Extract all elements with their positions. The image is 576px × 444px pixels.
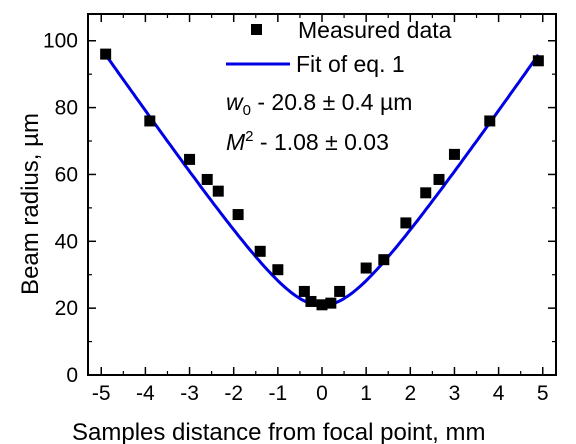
data-point (378, 254, 390, 266)
legend: Measured data Fit of eq. 1 (226, 17, 452, 77)
plot-frame (87, 13, 557, 376)
legend-marker-measured (251, 24, 262, 35)
y-axis-title: Beam radius, µm (17, 113, 44, 295)
data-point (100, 48, 112, 60)
x-tick-label: 4 (493, 382, 505, 405)
y-tick-labels: 0 20 40 60 80 100 (43, 30, 78, 387)
annotation-waist-value: - 20.8 ± 0.4 µm (251, 89, 412, 115)
x-tick-labels: -5 -4 -3 -2 -1 0 1 2 3 4 5 (92, 382, 549, 405)
data-point (184, 153, 196, 165)
legend-label-fit: Fit of eq. 1 (296, 51, 405, 77)
data-point (254, 245, 266, 257)
annotation-m2-value: - 1.08 ± 0.03 (254, 129, 389, 155)
data-point (305, 295, 317, 307)
annotation-waist-var: w (226, 89, 244, 115)
x-tick-label: -3 (180, 382, 199, 405)
y-tick-label: 40 (55, 230, 78, 253)
y-tick-label: 20 (55, 297, 78, 320)
data-point (272, 264, 284, 276)
x-tick-label: 0 (316, 382, 328, 405)
x-tick-label: 3 (449, 382, 461, 405)
data-point (325, 297, 337, 309)
data-point (212, 185, 224, 197)
data-point (201, 173, 213, 185)
data-point (448, 148, 460, 160)
data-point (232, 209, 244, 221)
y-tick-label: 0 (66, 364, 78, 387)
legend-label-measured: Measured data (298, 17, 452, 43)
annotation-m2-sup: 2 (245, 128, 253, 145)
annotation-m2: M2 - 1.08 ± 0.03 (226, 128, 389, 155)
measured-points (100, 48, 544, 311)
data-point (334, 285, 346, 297)
x-tick-label: -4 (136, 382, 155, 405)
data-point (420, 187, 432, 199)
y-tick-label: 60 (55, 163, 78, 186)
y-tick-label: 80 (55, 97, 78, 120)
y-tick-label: 100 (43, 30, 78, 53)
data-point (433, 173, 445, 185)
data-point (360, 262, 372, 274)
data-point (400, 217, 412, 229)
x-tick-label: -5 (92, 382, 111, 405)
data-point (316, 299, 328, 311)
x-tick-label: 2 (404, 382, 416, 405)
data-point (484, 115, 496, 127)
data-point (298, 285, 310, 297)
x-tick-label: -2 (224, 382, 243, 405)
x-tick-label: 1 (360, 382, 372, 405)
x-tick-label: 5 (537, 382, 549, 405)
annotation-waist-sub: 0 (243, 102, 251, 119)
annotation-m2-var: M (226, 129, 246, 155)
x-tick-label: -1 (269, 382, 288, 405)
annotation-waist: w0 - 20.8 ± 0.4 µm (226, 89, 412, 119)
x-axis-title: Samples distance from focal point, mm (72, 419, 486, 444)
data-point (532, 55, 544, 67)
data-point (144, 115, 156, 127)
